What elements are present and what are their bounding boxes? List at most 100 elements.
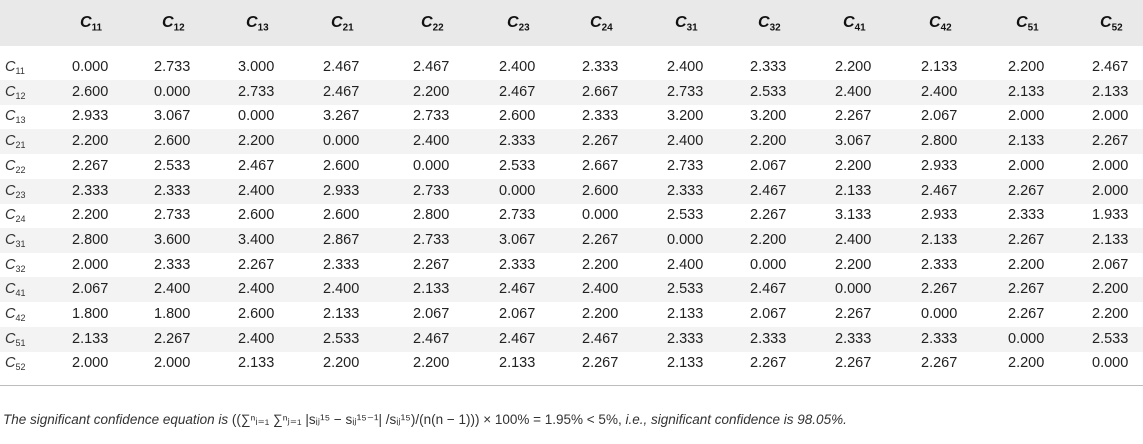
table-row: C41 2.067 2.400 2.400 2.400 2.133 2.467 2.400 2.… xyxy=(0,277,1143,303)
table-cell: 2.400 xyxy=(582,281,619,298)
table-cell: 2.400 xyxy=(499,59,536,75)
table-cell: 2.400 xyxy=(667,133,704,150)
table-cell: 2.267 xyxy=(154,330,191,347)
table-cell: 2.267 xyxy=(1092,133,1129,150)
table-cell: 2.200 xyxy=(1092,281,1129,298)
table-cell: 2.200 xyxy=(323,355,360,372)
table-cell: 2.267 xyxy=(582,355,619,372)
table-cell: 2.933 xyxy=(921,207,958,224)
table-cell: 2.400 xyxy=(154,281,191,298)
table-header-row: C11 C12 C13 C21 C22 C23 C24 C31 C32 C41 C42 C51 C52 xyxy=(0,0,1143,46)
table-cell: 0.000 xyxy=(582,207,619,224)
table-cell: 2.600 xyxy=(154,133,191,150)
column-header-c13: C13 xyxy=(246,14,269,34)
column-header-c11: C11 xyxy=(80,14,103,34)
table-cell: 3.067 xyxy=(499,231,536,248)
table-cell: 2.667 xyxy=(582,83,619,100)
table-cell: 2.533 xyxy=(750,83,787,100)
table-cell: 2.333 xyxy=(154,256,191,273)
table-cell: 3.200 xyxy=(667,108,704,125)
table-cell: 2.933 xyxy=(921,157,958,174)
table-cell: 2.333 xyxy=(582,108,619,125)
row-label-c52: C52 xyxy=(5,355,26,373)
table-cell: 2.200 xyxy=(72,207,109,224)
table-cell: 2.267 xyxy=(835,355,872,372)
table-cell: 0.000 xyxy=(1092,355,1129,372)
table-cell: 2.267 xyxy=(750,355,787,372)
table-cell: 2.333 xyxy=(582,59,619,75)
footnote-formula: ((∑ⁿᵢ₌₁ ∑ⁿⱼ₌₁ |sᵢⱼ¹⁵ − sᵢⱼ¹⁵⁻¹| /sᵢⱼ¹⁵)/… xyxy=(231,412,622,427)
table-cell: 3.400 xyxy=(238,231,275,248)
table-cell: 2.133 xyxy=(1008,133,1045,150)
column-header-c23: C23 xyxy=(507,14,530,34)
table-cell: 2.400 xyxy=(238,281,275,298)
table-row: C12 2.600 0.000 2.733 2.467 2.200 2.467 2.667 2.… xyxy=(0,79,1143,105)
table-cell: 2.733 xyxy=(413,231,450,248)
row-label-c23: C23 xyxy=(5,182,26,200)
table-cell: 2.533 xyxy=(154,157,191,174)
table-cell: 2.267 xyxy=(72,157,109,174)
table-row: C31 2.800 3.600 3.400 2.867 2.733 3.067 2.267 0.… xyxy=(0,227,1143,253)
row-label-c12: C12 xyxy=(5,83,26,101)
table-cell: 2.333 xyxy=(323,256,360,273)
table-cell: 2.067 xyxy=(413,306,450,322)
table-footnote: The significant confidence equation is (… xyxy=(3,412,847,428)
table-cell: 2.933 xyxy=(323,182,360,199)
table-cell: 2.467 xyxy=(499,83,536,100)
table-cell: 2.000 xyxy=(1008,157,1045,174)
table-cell: 2.200 xyxy=(72,133,109,150)
table-cell: 2.333 xyxy=(750,59,787,75)
table-cell: 0.000 xyxy=(499,182,536,199)
table-cell: 2.467 xyxy=(413,59,450,75)
table-cell: 2.467 xyxy=(582,330,619,347)
table-cell: 2.133 xyxy=(1008,83,1045,100)
table-cell: 2.533 xyxy=(667,207,704,224)
table-cell: 2.733 xyxy=(154,59,191,75)
table-cell: 3.267 xyxy=(323,108,360,125)
table-cell: 2.600 xyxy=(499,108,536,125)
table-cell: 2.000 xyxy=(1092,157,1129,174)
table-cell: 2.267 xyxy=(1008,306,1045,322)
table-cell: 2.000 xyxy=(1092,108,1129,125)
table-cell: 2.400 xyxy=(323,281,360,298)
row-label-c32: C32 xyxy=(5,256,26,274)
row-label-c41: C41 xyxy=(5,281,26,299)
table-cell: 2.133 xyxy=(323,306,360,322)
table-cell: 2.733 xyxy=(238,83,275,100)
table-cell: 2.267 xyxy=(413,256,450,273)
table-cell: 2.467 xyxy=(413,330,450,347)
table-cell: 2.133 xyxy=(667,306,704,322)
table-cell: 0.000 xyxy=(835,281,872,298)
table-cell: 0.000 xyxy=(238,108,275,125)
table-cell: 2.267 xyxy=(582,133,619,150)
table-cell: 2.533 xyxy=(667,281,704,298)
table-row: C23 2.333 2.333 2.400 2.933 2.733 0.000 2.600 2.… xyxy=(0,178,1143,204)
table-cell: 0.000 xyxy=(323,133,360,150)
table-cell: 2.800 xyxy=(921,133,958,150)
table-cell: 2.200 xyxy=(835,256,872,273)
table-cell: 2.733 xyxy=(499,207,536,224)
table-cell: 2.333 xyxy=(750,330,787,347)
table-header-band xyxy=(0,0,1143,46)
table-cell: 2.333 xyxy=(921,256,958,273)
table-cell: 2.333 xyxy=(667,330,704,347)
table-cell: 2.133 xyxy=(667,355,704,372)
table-cell: 2.733 xyxy=(667,157,704,174)
column-header-c24: C24 xyxy=(590,14,613,34)
footnote-suffix: i.e., significant confidence is 98.05%. xyxy=(621,412,847,427)
table-cell: 2.333 xyxy=(835,330,872,347)
column-header-c41: C41 xyxy=(843,14,866,34)
table-cell: 2.200 xyxy=(1008,355,1045,372)
table-cell: 2.600 xyxy=(582,182,619,199)
table-cell: 2.067 xyxy=(750,157,787,174)
table-cell: 2.267 xyxy=(921,281,958,298)
table-cell: 2.267 xyxy=(921,355,958,372)
table-cell: 2.333 xyxy=(72,182,109,199)
column-header-c51: C51 xyxy=(1016,14,1039,34)
table-cell: 0.000 xyxy=(413,157,450,174)
table-cell: 3.067 xyxy=(835,133,872,150)
table-cell: 3.200 xyxy=(750,108,787,125)
table-cell: 2.400 xyxy=(238,330,275,347)
column-header-c42: C42 xyxy=(929,14,952,34)
table-cell: 2.467 xyxy=(499,281,536,298)
